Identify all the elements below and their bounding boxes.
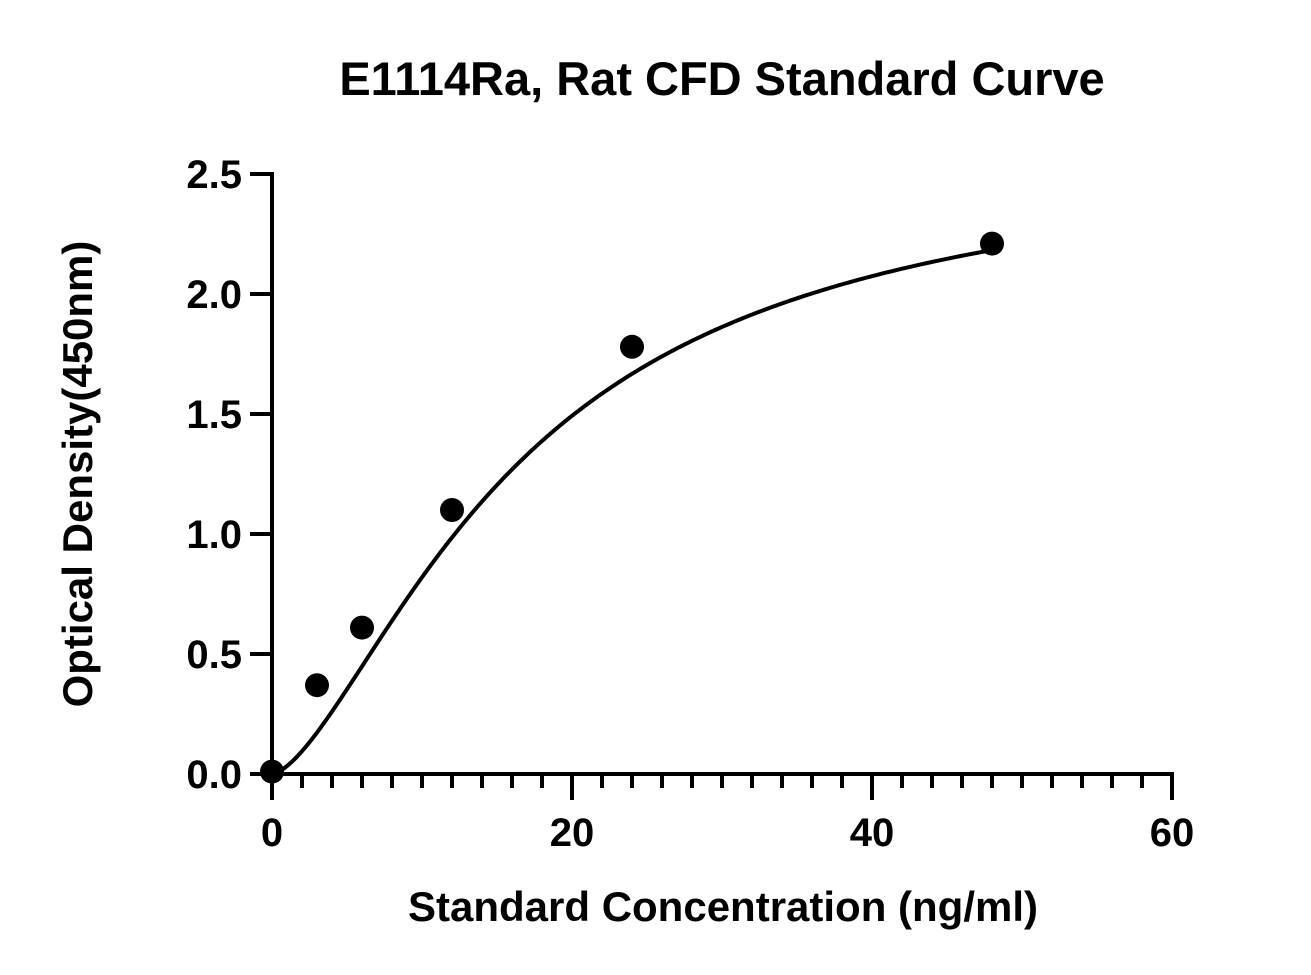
x-tick-label: 0 xyxy=(261,811,283,855)
y-axis-label: Optical Density(450nm) xyxy=(54,241,101,708)
tick-marks xyxy=(250,172,1174,800)
axes xyxy=(270,172,1174,776)
x-tick-label: 40 xyxy=(850,811,895,855)
data-point xyxy=(620,334,644,359)
fit-curve-line xyxy=(271,248,993,776)
y-tick-label: 1.0 xyxy=(186,513,242,557)
fit-curve-layer xyxy=(271,248,993,776)
y-tick-label: 2.5 xyxy=(186,153,242,197)
data-point xyxy=(260,759,284,784)
data-point xyxy=(980,231,1004,256)
x-tick-label: 60 xyxy=(1150,811,1195,855)
y-tick-label: 0.0 xyxy=(186,753,242,797)
y-tick-label: 1.5 xyxy=(186,393,242,437)
x-axis-label: Standard Concentration (ng/ml) xyxy=(408,883,1038,930)
y-tick-label: 2.0 xyxy=(186,273,242,317)
data-point xyxy=(350,615,374,640)
tick-labels: 0.0 0.5 1.0 1.5 2.0 2.5 0 20 40 60 xyxy=(186,153,1194,855)
data-point xyxy=(305,673,329,698)
data-point xyxy=(440,498,464,522)
y-tick-label: 0.5 xyxy=(186,633,242,677)
chart-title: E1114Ra, Rat CFD Standard Curve xyxy=(339,52,1104,105)
data-points xyxy=(260,231,1004,784)
x-tick-label: 20 xyxy=(550,811,595,855)
